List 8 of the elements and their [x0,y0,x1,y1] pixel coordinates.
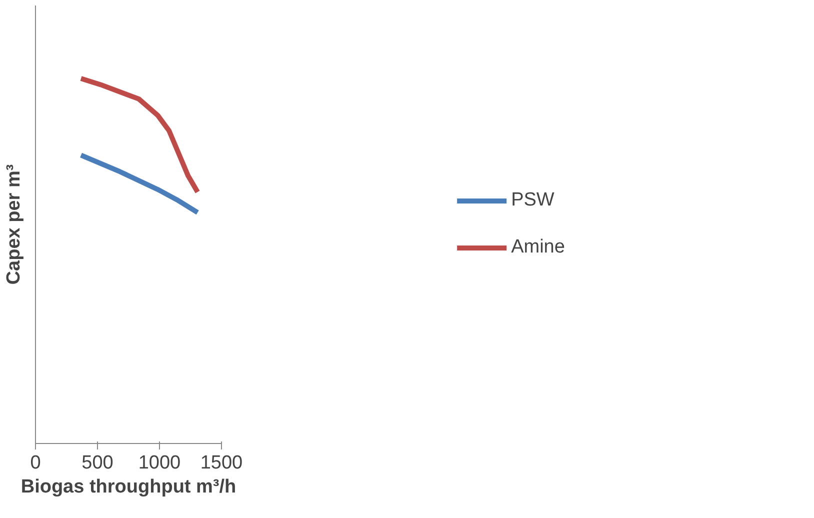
y-axis-title: Capex per m³ [4,164,24,285]
x-axis-title: Biogas throughput m³/h [20,476,236,498]
x-tick-label: 1500 [200,452,243,474]
legend-label: PSW [511,190,554,212]
x-tick-label: 0 [30,452,41,474]
x-tick-label: 500 [82,452,114,474]
legend-label: Amine [511,236,565,258]
x-tick-label: 1000 [138,452,181,474]
